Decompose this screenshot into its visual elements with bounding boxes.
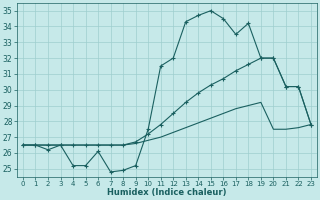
X-axis label: Humidex (Indice chaleur): Humidex (Indice chaleur) bbox=[107, 188, 227, 197]
